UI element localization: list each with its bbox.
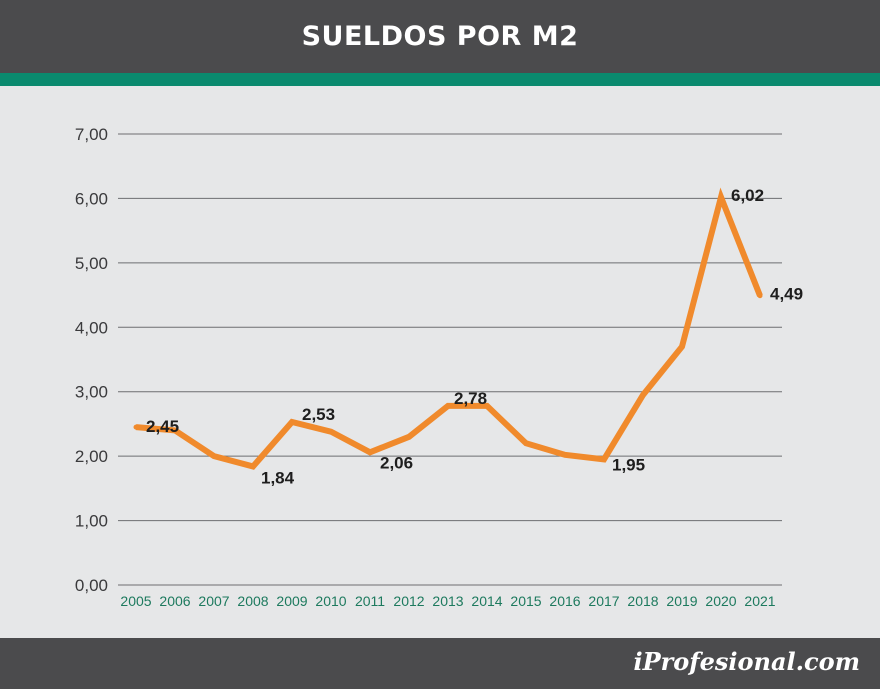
x-tick-label: 2009 xyxy=(276,593,307,609)
y-tick-label: 1,00 xyxy=(75,512,108,531)
y-tick-label: 4,00 xyxy=(75,318,108,337)
data-point xyxy=(328,429,334,435)
x-tick-label: 2019 xyxy=(666,593,697,609)
chart-area: 0,00 1,00 2,00 3,00 4,00 5,00 6,00 7,00 2005 2006… xyxy=(0,86,880,638)
data-point xyxy=(172,427,178,433)
data-point xyxy=(133,424,139,430)
y-tick-label: 5,00 xyxy=(75,254,108,273)
x-tick-label: 2017 xyxy=(588,593,619,609)
data-point xyxy=(640,392,646,398)
data-label: 6,02 xyxy=(731,186,764,205)
x-tick-label: 2011 xyxy=(355,593,385,609)
data-point xyxy=(757,293,763,299)
data-point xyxy=(484,403,490,409)
data-label: 2,53 xyxy=(302,405,335,424)
x-tick-label: 2021 xyxy=(744,593,775,609)
data-point xyxy=(445,403,451,409)
x-tick-label: 2018 xyxy=(627,593,658,609)
footer-bar: iProfesional.com xyxy=(0,638,880,689)
line-chart: 0,00 1,00 2,00 3,00 4,00 5,00 6,00 7,00 2005 2006… xyxy=(75,125,803,609)
data-point xyxy=(601,456,607,462)
data-point xyxy=(406,434,412,440)
data-point xyxy=(250,463,256,469)
data-point xyxy=(523,440,529,446)
header-bar: SUELDOS POR M2 xyxy=(0,0,880,73)
y-tick-label: 0,00 xyxy=(75,576,108,595)
y-tick-label: 7,00 xyxy=(75,125,108,144)
x-tick-label: 2006 xyxy=(159,593,190,609)
y-tick-label: 6,00 xyxy=(75,189,108,208)
data-point xyxy=(679,344,685,350)
accent-stripe xyxy=(0,73,880,86)
y-tick-label: 2,00 xyxy=(75,447,108,466)
x-tick-label: 2020 xyxy=(705,593,736,609)
x-tick-label: 2016 xyxy=(549,593,580,609)
data-point xyxy=(562,452,568,458)
x-tick-label: 2012 xyxy=(393,593,424,609)
brand-logo: iProfesional.com xyxy=(633,647,860,676)
x-tick-label: 2013 xyxy=(432,593,463,609)
page-title: SUELDOS POR M2 xyxy=(301,21,579,52)
data-label: 1,84 xyxy=(261,468,295,487)
data-label: 2,78 xyxy=(454,389,487,408)
x-tick-label: 2014 xyxy=(471,593,502,609)
x-tick-label: 2015 xyxy=(510,593,541,609)
data-point xyxy=(289,419,295,425)
x-tick-label: 2005 xyxy=(120,593,151,609)
series-line xyxy=(135,187,763,470)
x-tick-label: 2008 xyxy=(237,593,268,609)
data-label: 2,06 xyxy=(380,453,413,472)
data-point xyxy=(211,453,217,459)
data-label: 1,95 xyxy=(612,455,645,474)
x-tick-label: 2010 xyxy=(315,593,346,609)
data-label: 2,45 xyxy=(146,417,179,436)
y-tick-label: 3,00 xyxy=(75,383,108,402)
data-point xyxy=(367,449,373,455)
data-point xyxy=(718,194,724,200)
data-label: 4,49 xyxy=(770,285,803,304)
x-tick-label: 2007 xyxy=(198,593,229,609)
